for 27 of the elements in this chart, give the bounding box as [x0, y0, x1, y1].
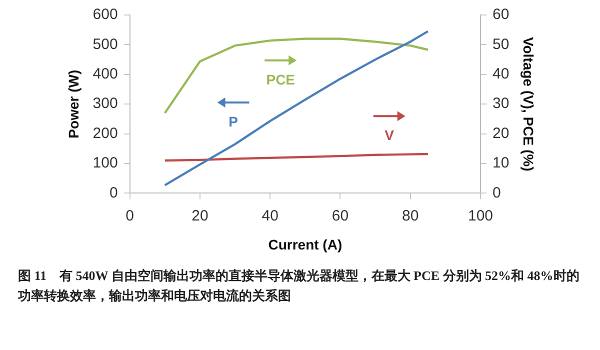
- y2-tick-label: 50: [492, 36, 510, 53]
- y-tick-label: 500: [92, 36, 118, 53]
- y-tick-label: 0: [109, 184, 118, 202]
- x-tick-label: 80: [402, 207, 419, 224]
- y-axis-title: Power (W): [65, 70, 82, 138]
- legend-label: V: [384, 127, 395, 144]
- x-axis-title: Current (A): [268, 236, 342, 252]
- y2-tick-label: 60: [492, 6, 510, 24]
- legend-label: P: [228, 113, 238, 130]
- y2-tick-label: 40: [492, 66, 510, 83]
- y-tick-label: 100: [92, 154, 118, 172]
- x-tick-label: 100: [468, 207, 494, 224]
- x-tick-label: 20: [192, 207, 208, 224]
- x-tick-label: 40: [262, 207, 278, 224]
- y2-axis-title: Voltage (V), PCE (%): [520, 36, 537, 172]
- caption: 图 11 有 540W 自由空间输出功率的直接半导体激光器模型，在最大 PCE 分别为 52%和 48%时的功率转换效率，输出功率和电压对电流的关系图: [16, 267, 580, 305]
- y-tick-label: 600: [92, 6, 118, 24]
- y2-tick-label: 0: [492, 184, 501, 202]
- x-tick-label: 60: [332, 207, 349, 224]
- y-tick-label: 300: [92, 95, 118, 112]
- y2-tick-label: 10: [492, 154, 510, 172]
- y2-tick-label: 30: [492, 95, 510, 112]
- x-tick-label: 0: [126, 207, 134, 224]
- y-tick-label: 200: [92, 124, 118, 142]
- y-tick-label: 400: [92, 66, 118, 83]
- legend-label: PCE: [266, 71, 296, 88]
- y2-tick-label: 20: [492, 124, 510, 142]
